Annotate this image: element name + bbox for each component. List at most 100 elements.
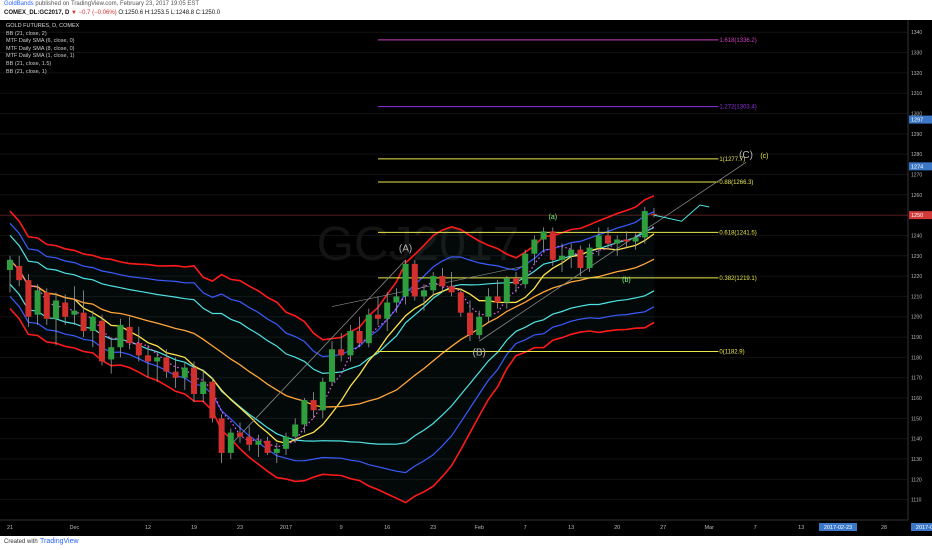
- legend-item[interactable]: BB (21, close, 1): [6, 68, 47, 75]
- candle-body: [181, 367, 188, 378]
- price-tick-label: 1170: [911, 376, 922, 382]
- price-tick-label: 1140: [911, 437, 922, 443]
- legend-item[interactable]: MTF Daily SMA (8, close, 0): [6, 45, 75, 52]
- bb1-lower-line: [9, 283, 655, 445]
- indicator-legend: GOLD FUTURES, D, COMEX BB (21, close, 2)…: [6, 23, 79, 76]
- candle-body: [485, 296, 492, 317]
- candle-body: [577, 249, 584, 268]
- legend-item[interactable]: BB (21, close, 1.5): [6, 60, 52, 67]
- candle-body: [421, 290, 427, 297]
- price-chart[interactable]: GCJ20170(1182.9)0.382(1219.1)0.618(1241.…: [0, 20, 932, 536]
- bb2-lower-line: [9, 308, 655, 504]
- candle-body: [209, 381, 216, 419]
- time-tick-label: 20: [614, 525, 620, 531]
- fib-level-label: 1.272(1303.4): [719, 105, 756, 111]
- publish-info: GoldBands published on TradingView.com, …: [4, 1, 199, 7]
- price-marker: [909, 211, 932, 220]
- candle-body: [163, 357, 170, 372]
- candle-body: [135, 343, 142, 356]
- legend-item[interactable]: MTF Daily SMA (1, close, 1): [6, 53, 75, 60]
- author-link[interactable]: GoldBands: [4, 1, 34, 7]
- fib-level-label: 0.88(1266.3): [719, 180, 753, 186]
- price-tick-label: 1230: [911, 254, 922, 260]
- candle-body: [467, 312, 473, 336]
- price-marker-label: 1274: [911, 164, 923, 170]
- footer-bar: Created with TradingView: [0, 536, 932, 550]
- bb15-lower-line: [9, 295, 655, 474]
- candle-body: [549, 231, 556, 260]
- price-tick-label: 1190: [911, 335, 922, 341]
- symbol-name: COMEX_DL:GC2017, D: [4, 10, 70, 16]
- price-tick-label: 1260: [911, 193, 922, 199]
- candle-body: [283, 436, 289, 449]
- candle-body: [384, 302, 391, 319]
- price-tick-label: 1220: [911, 274, 922, 280]
- date-marker-label: 2017-03-07: [916, 525, 932, 531]
- trend-line: [331, 265, 526, 307]
- price-marker: [909, 115, 932, 124]
- candle-body: [559, 255, 565, 260]
- candle-body: [430, 276, 437, 291]
- candle-body: [347, 330, 354, 356]
- wave-label: (A): [399, 244, 412, 255]
- price-tick-label: 1340: [911, 30, 922, 36]
- legend-title: GOLD FUTURES, D, COMEX: [6, 23, 80, 29]
- time-tick-label: 13: [798, 525, 804, 531]
- candle-body: [319, 381, 326, 411]
- tradingview-logo[interactable]: TradingView: [40, 538, 79, 545]
- candle-body: [614, 239, 621, 244]
- candle-body: [494, 296, 501, 303]
- price-tick-label: 1310: [911, 91, 922, 97]
- candle-body: [43, 292, 50, 319]
- candle-body: [522, 253, 529, 285]
- price-tick-label: 1120: [911, 477, 922, 483]
- date-marker-label: 2017-02-23: [824, 525, 852, 531]
- candle-body: [393, 296, 400, 303]
- candle-body: [99, 320, 105, 362]
- price-tick-label: 1200: [911, 315, 922, 321]
- candle-body: [457, 292, 464, 313]
- candle-body: [154, 357, 161, 362]
- candle-body: [651, 213, 657, 216]
- time-tick-label: 21: [7, 525, 13, 531]
- candle-body: [623, 239, 630, 242]
- candle-body: [255, 440, 262, 445]
- date-marker: [911, 523, 932, 531]
- legend-item[interactable]: MTF Daily SMA (6, close, 0): [6, 38, 75, 45]
- candle-body: [126, 326, 133, 344]
- symbol-info: COMEX_DL:GC2017, D ▼ −0.7 (−0.06%) O:125…: [4, 10, 220, 16]
- price-marker: [909, 162, 932, 171]
- ohlc-values: O:1250.6 H:1253.5 L:1248.8 C:1250.0: [118, 10, 221, 16]
- time-tick-label: 28: [881, 525, 887, 531]
- candle-body: [62, 302, 69, 317]
- time-tick-label: 19: [191, 525, 197, 531]
- bb2-upper-line: [9, 195, 655, 341]
- legend-item[interactable]: BB (21, close, 2): [6, 30, 47, 37]
- wave-label: (B): [473, 347, 486, 358]
- time-tick-label: 9: [340, 525, 343, 531]
- candle-body: [448, 286, 455, 293]
- candle-body: [218, 418, 225, 453]
- candle-body: [586, 247, 593, 268]
- candle-body: [80, 312, 87, 331]
- candle-body: [53, 300, 59, 319]
- price-tick-label: 1320: [911, 71, 922, 77]
- candle-body: [375, 314, 381, 319]
- candle-body: [402, 263, 409, 297]
- wave-label: (c): [760, 153, 768, 160]
- price-axis: [908, 20, 932, 536]
- candle-body: [172, 371, 179, 378]
- candle-body: [439, 276, 446, 287]
- candle-body: [89, 316, 96, 331]
- fib-level-label: 0.382(1219.1): [719, 276, 756, 282]
- fib-level-label: 1.618(1336.2): [719, 38, 756, 44]
- price-marker-label: 1297: [911, 118, 923, 124]
- trend-line: [230, 259, 406, 446]
- candle-body: [310, 400, 317, 411]
- created-with-text: Created with: [4, 539, 38, 545]
- candle-body: [605, 235, 611, 244]
- candle-body: [246, 436, 253, 445]
- time-tick-label: 27: [660, 525, 666, 531]
- candle-body: [540, 231, 547, 240]
